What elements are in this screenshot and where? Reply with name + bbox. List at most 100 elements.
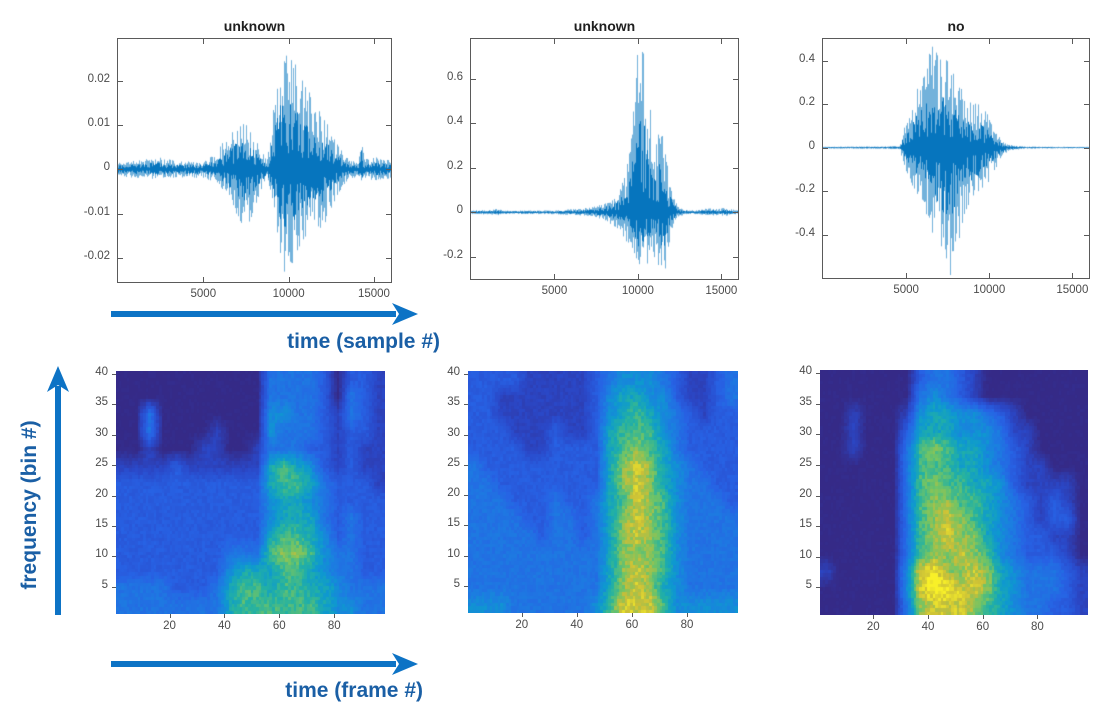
x-tick-label: 20 — [866, 621, 880, 633]
x-tick-label: 15000 — [1056, 284, 1089, 296]
tick-mark — [203, 39, 205, 44]
y-tick-label: 30 — [447, 426, 460, 439]
tick-mark — [1037, 615, 1039, 619]
tick-mark — [386, 169, 391, 171]
tick-mark — [823, 147, 828, 149]
tick-mark — [118, 213, 123, 215]
tick-mark — [1084, 147, 1089, 149]
time-sample-arrow-icon — [111, 303, 418, 325]
tick-mark — [816, 403, 820, 405]
y-tick-label: 25 — [799, 456, 812, 469]
tick-mark — [554, 274, 556, 279]
y-tick-label: 0.01 — [87, 117, 110, 130]
tick-mark — [112, 434, 116, 436]
y-tick-label: 10 — [95, 548, 108, 561]
y-tick-label: -0.4 — [795, 226, 815, 239]
tick-mark — [1072, 273, 1074, 278]
y-tick-label: 0.2 — [447, 159, 463, 172]
y-tick-label: -0.02 — [83, 249, 110, 262]
tick-mark — [521, 613, 523, 617]
tick-mark — [386, 257, 391, 259]
tick-mark — [1084, 191, 1089, 193]
tick-mark — [279, 614, 281, 618]
x-tick-label: 10000 — [272, 288, 305, 300]
x-tick-label: 20 — [515, 619, 529, 631]
spectrogram-plot-1: 20 40 60 80 5 10 15 20 25 30 35 40 — [95, 366, 385, 632]
x-tick-label: 40 — [218, 620, 231, 632]
tick-mark — [288, 277, 290, 282]
y-tick-label: 40 — [799, 365, 812, 378]
frequency-axis-arrow-icon — [47, 366, 69, 615]
y-tick-label: 35 — [799, 395, 812, 408]
y-tick-label: 10 — [799, 548, 812, 561]
tick-mark — [203, 277, 205, 282]
waveform-canvas-1 — [118, 39, 391, 282]
x-tick-label: 5000 — [190, 288, 217, 300]
time-frame-label: time (frame #) — [285, 679, 423, 702]
tick-mark — [224, 614, 226, 618]
tick-mark — [721, 274, 723, 279]
y-tick-label: 35 — [95, 396, 108, 409]
x-tick-label: 80 — [327, 620, 341, 632]
tick-mark — [464, 525, 468, 527]
y-tick-label: 0.4 — [799, 52, 815, 65]
x-tick-label: 5000 — [541, 285, 568, 297]
y-tick-label: 25 — [95, 457, 108, 470]
tick-mark — [386, 125, 391, 127]
tick-mark — [1084, 234, 1089, 236]
tick-mark — [823, 234, 828, 236]
tick-mark — [471, 123, 476, 125]
y-tick-label: 15 — [799, 518, 812, 531]
tick-mark — [873, 615, 875, 619]
tick-mark — [989, 273, 991, 278]
tick-mark — [554, 39, 556, 44]
y-tick-label: 0.4 — [447, 115, 463, 128]
tick-mark — [118, 125, 123, 127]
x-tick-label: 80 — [680, 619, 694, 631]
y-tick-label: 5 — [101, 578, 108, 591]
waveform-plot-3: no 5000 10000 15000 0.4 0.2 0 -0.2 -0.4 — [795, 18, 1090, 296]
tick-mark — [1072, 39, 1074, 44]
tick-mark — [1084, 104, 1089, 106]
y-tick-label: 20 — [799, 487, 812, 500]
tick-mark — [816, 434, 820, 436]
tick-mark — [464, 495, 468, 497]
y-tick-label: -0.2 — [443, 248, 463, 261]
y-tick-label: 10 — [447, 547, 460, 560]
tick-mark — [464, 404, 468, 406]
y-tick-label: 30 — [95, 426, 108, 439]
tick-mark — [112, 495, 116, 497]
x-tick-label: 20 — [163, 620, 176, 632]
waveform-plot-2: unknown 5000 10000 15000 0.6 0.4 0.2 0 -0.2 — [443, 18, 739, 297]
x-tick-label: 40 — [921, 621, 935, 633]
x-tick-label: 40 — [570, 619, 584, 631]
y-tick-label: 0 — [456, 204, 463, 217]
y-tick-label: 0.6 — [447, 71, 463, 83]
y-tick-label: 35 — [447, 396, 460, 409]
x-tick-label: 15000 — [705, 285, 738, 297]
tick-mark — [118, 257, 123, 259]
tick-mark — [464, 585, 468, 587]
y-tick-label: 15 — [95, 517, 108, 530]
tick-mark — [733, 167, 738, 169]
tick-mark — [733, 212, 738, 214]
tick-mark — [373, 39, 375, 44]
tick-mark — [471, 256, 476, 258]
tick-mark — [637, 39, 639, 44]
tick-mark — [1084, 60, 1089, 62]
x-tick-label: 10000 — [973, 284, 1006, 296]
tick-mark — [816, 464, 820, 466]
time-sample-label: time (sample #) — [287, 330, 440, 353]
y-tick-label: 40 — [447, 366, 460, 379]
tick-mark — [112, 556, 116, 558]
y-tick-label: 25 — [447, 456, 460, 469]
tick-mark — [906, 273, 908, 278]
tick-mark — [169, 614, 171, 618]
tick-mark — [816, 556, 820, 558]
tick-mark — [112, 586, 116, 588]
tick-mark — [112, 404, 116, 406]
x-tick-label: 60 — [272, 620, 286, 632]
y-tick-label: 30 — [799, 426, 812, 439]
waveform-canvas-3 — [823, 39, 1089, 278]
y-tick-label: 0.02 — [87, 72, 110, 85]
